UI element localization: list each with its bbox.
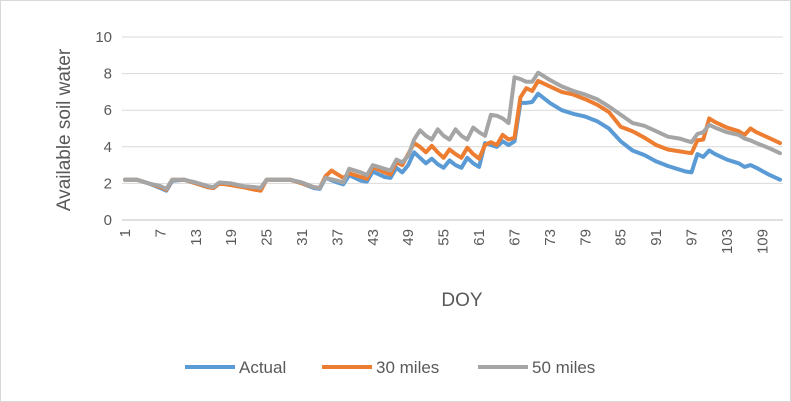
y-tick-label: 2 [104,175,112,192]
x-tick-label: 73 [542,229,559,246]
y-tick-label: 10 [95,29,112,46]
gridlines [122,36,783,184]
x-tick-label: 49 [400,229,417,246]
x-tick-label: 37 [329,229,346,246]
legend-label: Actual [239,358,286,377]
legend-label: 30 miles [376,358,439,377]
x-tick-label: 97 [684,229,701,246]
x-tick-label: 43 [365,229,382,246]
x-tick-label: 13 [188,229,205,246]
series-lines [123,70,782,193]
series-line-30-miles [123,78,782,193]
x-tick-label: 79 [577,229,594,246]
x-tick-label: 1 [117,229,134,237]
x-tick-label: 67 [506,229,523,246]
x-tick-label: 7 [152,229,169,237]
y-axis-title: Available soil water [54,48,75,211]
x-tick-label: 19 [223,229,240,246]
series-line-50-miles [123,70,782,191]
y-tick-label: 6 [104,102,112,119]
x-tick-label: 85 [613,229,630,246]
axes: 0 2 4 6 8 10 1 7 13 19 25 31 37 43 49 55 61 67 73 79 85 91 97 1… [95,29,783,254]
x-tick-label: 31 [294,229,311,246]
y-tick-label: 4 [104,139,112,156]
x-tick-label: 103 [719,229,736,254]
x-tick-label: 91 [648,229,665,246]
x-axis-title: DOY [441,290,483,311]
y-tick-label: 0 [104,212,112,229]
legend: Actual 30 miles 50 miles [185,358,595,377]
x-tick-label: 25 [259,229,276,246]
x-tick-label: 61 [471,229,488,246]
x-tick-label: 55 [436,229,453,246]
y-tick-label: 8 [104,66,112,83]
x-tick-label: 109 [754,229,771,254]
legend-label: 50 miles [532,358,595,377]
